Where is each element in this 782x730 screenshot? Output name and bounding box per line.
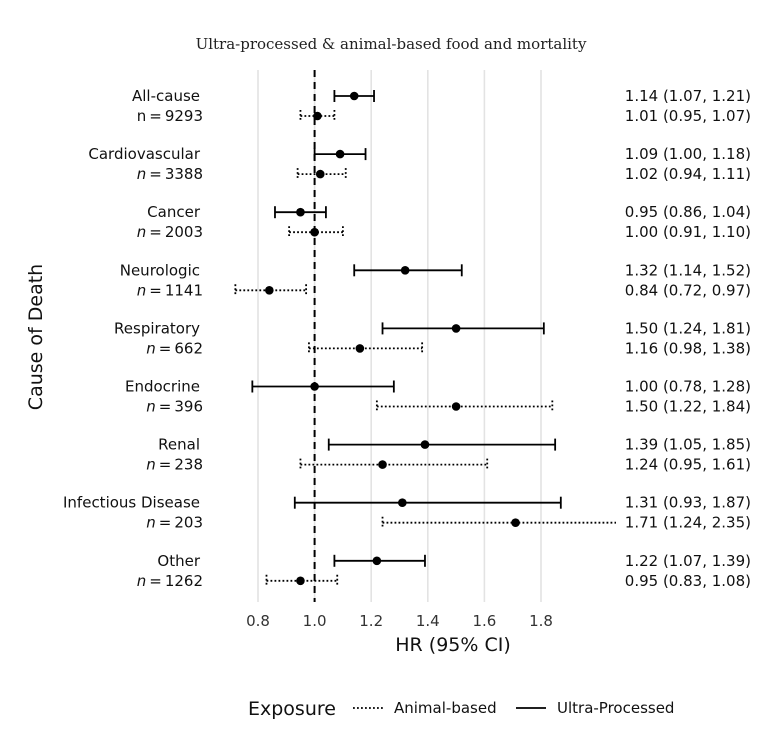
n-value: = 9293 <box>146 107 203 125</box>
ultra-point <box>310 382 319 391</box>
category-name: Other <box>157 552 200 570</box>
category-name: Respiratory <box>114 319 200 337</box>
hr-labels: 1.14 (1.07, 1.21) 1.01 (0.95, 1.07) 1.09 (… <box>625 87 751 590</box>
n-value: = 662 <box>156 339 203 357</box>
n-symbol: n <box>146 398 156 416</box>
ultra-point <box>398 498 407 508</box>
category-name: Endocrine <box>125 378 200 396</box>
n-value: = 1262 <box>146 572 203 590</box>
ultra-point <box>451 324 461 333</box>
x-tick-label: 1.2 <box>359 612 383 630</box>
x-axis-ticks: 0.8 1.0 1.2 1.4 1.6 1.8 <box>246 612 553 630</box>
n-symbol: n <box>137 165 147 183</box>
ultra-hr-label: 1.39 (1.05, 1.85) <box>625 436 751 454</box>
chart-title: Ultra-processed & animal-based food and … <box>196 35 587 53</box>
category-n: n = 203 <box>146 514 203 532</box>
n-value: = 2003 <box>146 223 203 241</box>
ultra-hr-label: 1.31 (0.93, 1.87) <box>625 494 751 512</box>
animal-point <box>511 518 520 527</box>
n-value: = 238 <box>156 456 203 474</box>
ultra-point <box>372 556 382 566</box>
legend: Exposure Animal-based Ultra-Processed <box>248 698 674 720</box>
n-value: = 396 <box>156 398 203 416</box>
x-tick-label: 1.8 <box>529 612 553 630</box>
category-n: n = 1141 <box>137 281 203 299</box>
n-symbol: n <box>137 281 147 299</box>
category-n: n = 3388 <box>137 165 203 183</box>
animal-hr-label: 1.00 (0.91, 1.10) <box>625 223 751 241</box>
ultra-point <box>296 207 305 217</box>
animal-hr-label: 1.71 (1.24, 2.35) <box>625 514 751 532</box>
animal-hr-label: 1.24 (0.95, 1.61) <box>625 456 751 474</box>
category-n: n = 9293 <box>137 107 203 125</box>
ultra-hr-label: 1.14 (1.07, 1.21) <box>625 87 751 105</box>
ultra-hr-label: 1.09 (1.00, 1.18) <box>625 145 751 163</box>
x-tick-label: 1.0 <box>303 612 327 630</box>
animal-hr-label: 1.16 (0.98, 1.38) <box>625 339 751 357</box>
n-value: = 1141 <box>146 281 203 299</box>
ultra-point <box>349 91 359 101</box>
n-symbol: n <box>137 107 147 125</box>
animal-hr-label: 1.50 (1.22, 1.84) <box>625 398 751 416</box>
category-name: Neurologic <box>120 261 200 279</box>
category-name: Renal <box>158 436 200 454</box>
n-symbol: n <box>146 339 156 357</box>
category-labels: All-cause n = 9293 Cardiovascular n = 3388 C… <box>63 87 203 590</box>
category-n: n = 396 <box>146 398 203 416</box>
category-name: Cancer <box>147 203 201 221</box>
n-symbol: n <box>146 514 156 532</box>
n-value: = 3388 <box>146 165 203 183</box>
n-symbol: n <box>146 456 156 474</box>
category-n: n = 1262 <box>137 572 203 590</box>
x-axis-title: HR (95% CI) <box>395 634 511 656</box>
category-n: n = 662 <box>146 339 203 357</box>
n-value: = 203 <box>156 514 203 532</box>
ultra-hr-label: 1.22 (1.07, 1.39) <box>625 552 751 570</box>
animal-hr-label: 1.02 (0.94, 1.11) <box>625 165 751 183</box>
animal-point <box>265 286 274 295</box>
legend-label-ultra: Ultra-Processed <box>557 699 674 717</box>
animal-point <box>378 460 387 469</box>
data-marks <box>234 90 616 587</box>
animal-point <box>355 344 365 353</box>
category-name: Cardiovascular <box>88 145 200 163</box>
ultra-point <box>335 149 345 159</box>
ultra-hr-label: 0.95 (0.86, 1.04) <box>625 203 751 221</box>
category-n: n = 238 <box>146 456 203 474</box>
legend-title: Exposure <box>248 698 336 720</box>
animal-hr-label: 0.84 (0.72, 0.97) <box>625 281 751 299</box>
x-tick-label: 1.4 <box>416 612 440 630</box>
legend-label-animal: Animal-based <box>394 699 497 717</box>
animal-point <box>313 111 322 121</box>
animal-point <box>315 169 325 179</box>
y-axis-title: Cause of Death <box>25 264 47 410</box>
ultra-hr-label: 1.00 (0.78, 1.28) <box>625 378 751 396</box>
animal-point <box>296 576 305 586</box>
category-name: Infectious Disease <box>63 494 200 512</box>
n-symbol: n <box>137 572 147 590</box>
animal-point <box>451 402 461 411</box>
ultra-point <box>400 266 410 275</box>
n-symbol: n <box>137 223 147 241</box>
ultra-hr-label: 1.32 (1.14, 1.52) <box>625 261 751 279</box>
x-tick-label: 1.6 <box>472 612 496 630</box>
category-n: n = 2003 <box>137 223 203 241</box>
ultra-hr-label: 1.50 (1.24, 1.81) <box>625 319 751 337</box>
category-name: All-cause <box>132 87 200 105</box>
animal-point <box>310 227 319 237</box>
x-tick-label: 0.8 <box>246 612 270 630</box>
animal-hr-label: 1.01 (0.95, 1.07) <box>625 107 751 125</box>
ultra-point <box>420 440 430 449</box>
animal-hr-label: 0.95 (0.83, 1.08) <box>625 572 751 590</box>
